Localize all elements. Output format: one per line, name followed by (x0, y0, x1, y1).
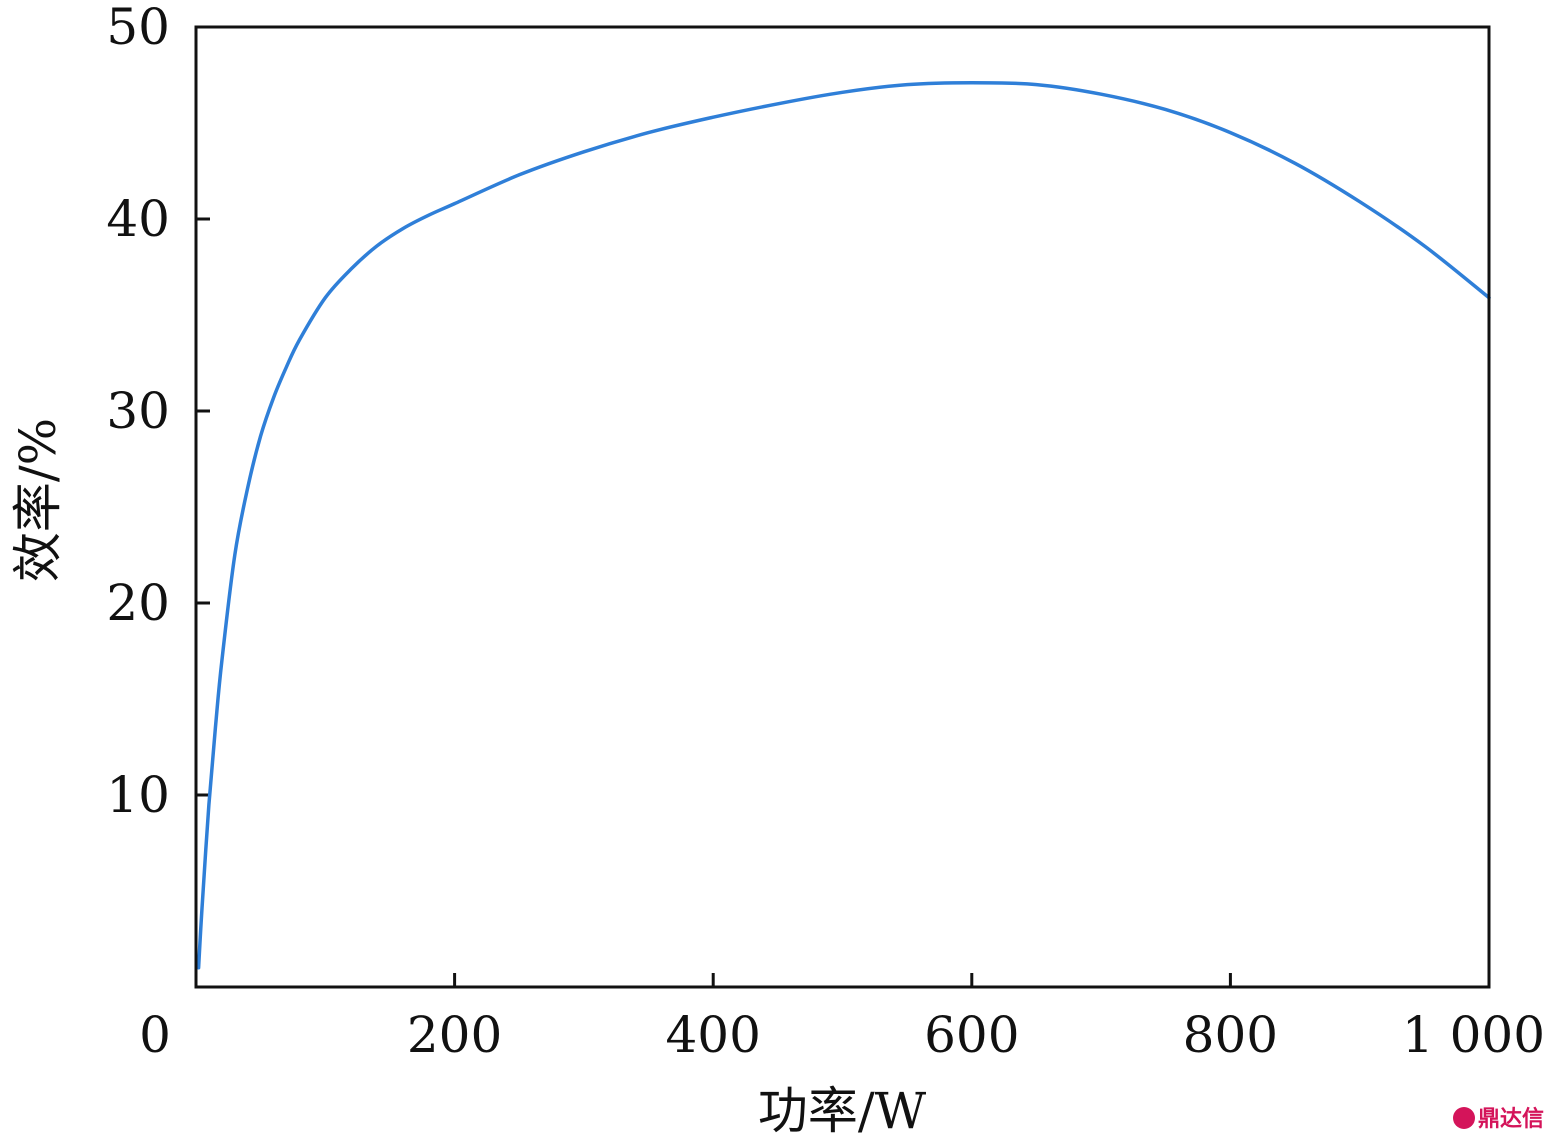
y-tick-label: 40 (106, 190, 170, 248)
x-tick-marks (453, 973, 1232, 987)
watermark-text: 鼎达信 (1478, 1106, 1544, 1132)
y-tick-labels: 10 20 30 40 50 (106, 0, 170, 824)
x-axis-title: 功率/W (758, 1082, 927, 1140)
y-axis-title: 效率/% (9, 418, 67, 582)
y-tick-label: 30 (106, 382, 170, 440)
y-tick-label: 50 (106, 0, 170, 56)
x-tick-label: 200 (407, 1006, 502, 1064)
y-tick-marks (196, 217, 210, 797)
watermark: 鼎达信 (1453, 1106, 1544, 1132)
x-tick-label: 400 (665, 1006, 760, 1064)
x-tick-label: 800 (1183, 1006, 1278, 1064)
x-tick-labels: 0 200 400 600 800 1 000 (139, 1006, 1545, 1064)
x-tick-label: 600 (924, 1006, 1019, 1064)
x-tick-label: 0 (139, 1006, 171, 1064)
y-tick-label: 10 (106, 766, 170, 824)
efficiency-curve (196, 80, 1491, 970)
y-tick-label: 20 (106, 574, 170, 632)
plot-frame (194, 25, 1491, 989)
x-tick-label: 1 000 (1402, 1006, 1545, 1064)
logo-badge-icon (1453, 1107, 1475, 1129)
